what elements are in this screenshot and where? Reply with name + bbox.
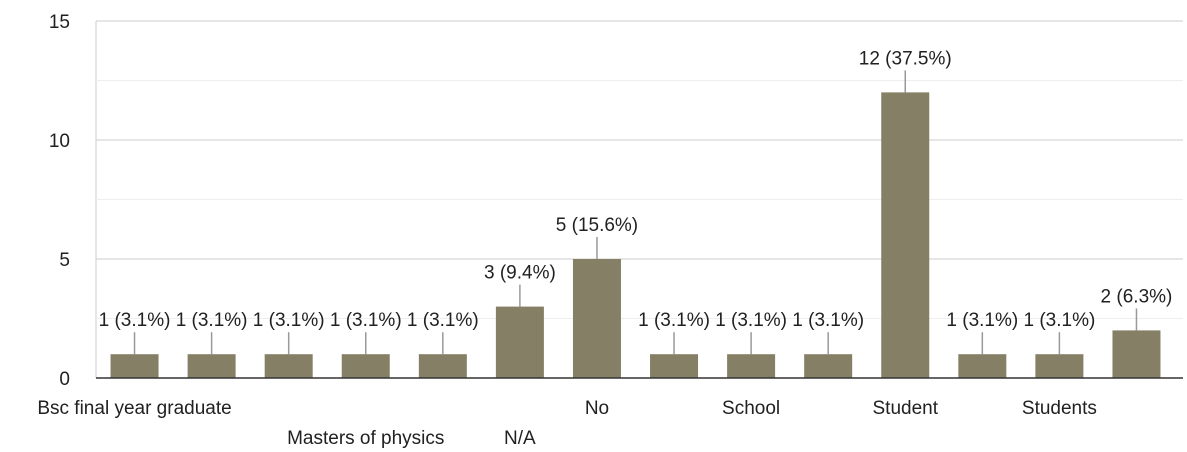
x-category-label: N/A (504, 428, 536, 449)
x-category-label: Bsc final year graduate (37, 398, 231, 419)
data-label: 1 (3.1%) (99, 310, 171, 331)
bar (804, 354, 853, 378)
bar (187, 354, 236, 378)
data-label: 1 (3.1%) (638, 310, 710, 331)
x-category-label: Students (1022, 398, 1097, 419)
data-label: 12 (37.5%) (859, 48, 952, 69)
bar (495, 306, 544, 378)
data-label: 1 (3.1%) (792, 310, 864, 331)
bars (110, 92, 1161, 379)
data-label: 1 (3.1%) (946, 310, 1018, 331)
data-label: 1 (3.1%) (330, 310, 402, 331)
y-tick-label: 10 (49, 131, 70, 152)
gridlines (95, 20, 1183, 378)
bar (572, 259, 621, 378)
data-label: 3 (9.4%) (484, 263, 556, 284)
y-tick-label: 0 (59, 369, 70, 390)
x-category-label: No (585, 398, 609, 419)
bar (727, 354, 776, 378)
data-label: 2 (6.3%) (1101, 286, 1173, 307)
data-label: 1 (3.1%) (715, 310, 787, 331)
y-axis-ticks: 0 5 10 15 (49, 12, 70, 390)
data-label: 5 (15.6%) (556, 215, 638, 236)
x-category-label: School (722, 398, 780, 419)
x-category-label: Masters of physics (287, 428, 444, 449)
data-label: 1 (3.1%) (1023, 310, 1095, 331)
data-label: 1 (3.1%) (407, 310, 479, 331)
bar (110, 354, 159, 378)
bar (418, 354, 467, 378)
x-category-label: Student (873, 398, 939, 419)
data-label: 1 (3.1%) (176, 310, 248, 331)
bar (1035, 354, 1084, 378)
y-tick-label: 15 (49, 12, 70, 33)
data-label: 1 (3.1%) (253, 310, 325, 331)
bar (881, 92, 930, 379)
bar (650, 354, 699, 378)
data-labels: 1 (3.1%) 1 (3.1%) 1 (3.1%) 1 (3.1%) 1 (3.1%)… (99, 48, 1173, 355)
bar (341, 354, 390, 378)
y-tick-label: 5 (59, 250, 70, 271)
bar (264, 354, 313, 378)
x-axis-ticks: Bsc final year graduate Masters of physic… (37, 398, 1097, 449)
bar (1112, 330, 1161, 378)
bar (958, 354, 1007, 378)
